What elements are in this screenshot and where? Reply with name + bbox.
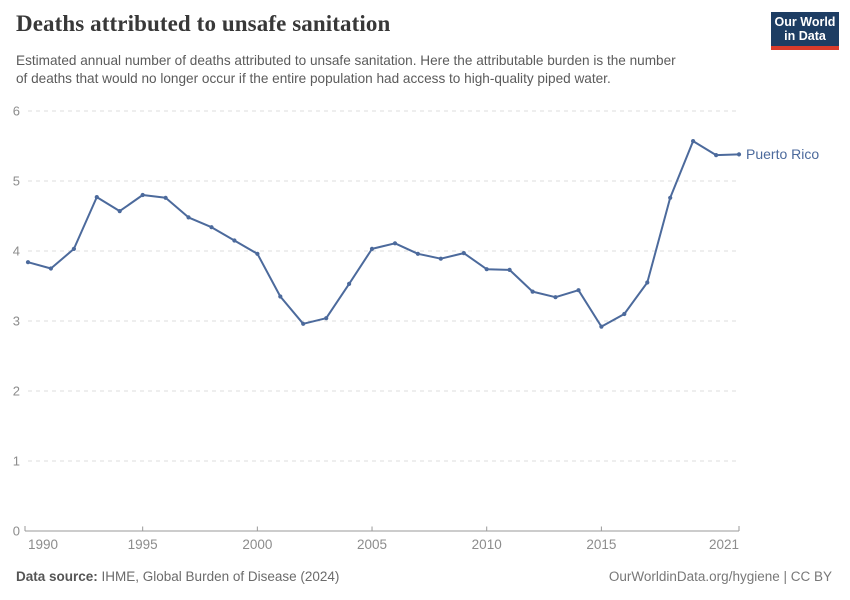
data-point-2012: [530, 289, 535, 294]
data-point-1995: [140, 192, 145, 198]
series-label-puerto-rico: Puerto Rico: [746, 146, 819, 162]
data-source-value: IHME, Global Burden of Disease (2024): [97, 569, 340, 584]
y-tick-label-4: 4: [13, 244, 20, 259]
owid-logo[interactable]: Our World in Data: [771, 12, 839, 50]
chart-title: Deaths attributed to unsafe sanitation: [16, 11, 391, 36]
series-line-puerto-rico: [27, 140, 740, 328]
data-point-2016: [622, 311, 627, 317]
data-point-2000: [255, 251, 260, 256]
data-point-2010: [484, 267, 489, 272]
x-tick-label-2000: 2000: [242, 537, 272, 552]
y-tick-label-0: 0: [13, 524, 20, 539]
y-tick-label-2: 2: [13, 384, 20, 399]
chart-subtitle-line-2: of deaths that would no longer occur if …: [16, 71, 611, 86]
data-point-2003: [324, 316, 329, 321]
chart-footer: Data source: IHME, Global Burden of Dise…: [16, 569, 832, 584]
y-tick-label-1: 1: [13, 454, 20, 469]
data-point-2004: [347, 281, 352, 286]
data-point-1991: [48, 266, 54, 271]
owid-logo-line-2: in Data: [784, 29, 826, 43]
data-point-1993: [94, 195, 99, 200]
data-point-1996: [163, 195, 168, 200]
x-tick-label-2015: 2015: [586, 537, 616, 552]
data-point-2011: [507, 267, 512, 272]
data-point-2013: [553, 295, 558, 300]
data-point-2007: [415, 251, 420, 256]
data-point-2021: [736, 152, 742, 157]
x-tick-label-1990: 1990: [28, 537, 58, 552]
data-source: Data source: IHME, Global Burden of Dise…: [16, 569, 339, 584]
y-tick-label-6: 6: [13, 104, 20, 119]
data-point-1999: [232, 238, 237, 243]
data-point-1994: [117, 209, 122, 214]
owid-logo-line-1: Our World: [774, 14, 836, 29]
x-tick-label-2005: 2005: [357, 537, 387, 552]
data-point-2018: [668, 195, 673, 200]
data-point-1997: [186, 215, 191, 220]
y-tick-label-5: 5: [13, 174, 20, 189]
data-point-2015: [599, 324, 604, 329]
data-point-2001: [278, 294, 283, 299]
chart-subtitle-line-1: Estimated annual number of deaths attrib…: [16, 53, 676, 68]
y-tick-label-3: 3: [13, 314, 20, 329]
data-point-1992: [71, 246, 76, 251]
data-point-2008: [438, 256, 443, 261]
line-chart[interactable]: 0 1 2 3 4 5 6 1990 1995 2000 2005 2010 2015 2021 Puert…: [0, 95, 850, 560]
data-point-2006: [392, 241, 398, 246]
data-point-1990: [25, 260, 31, 265]
x-tick-label-2021: 2021: [709, 537, 739, 552]
data-source-label: Data source:: [16, 569, 98, 584]
data-point-2019: [691, 139, 696, 144]
data-point-2009: [461, 251, 466, 256]
data-point-2005: [369, 246, 375, 251]
x-tick-label-1995: 1995: [128, 537, 158, 552]
x-tick-label-2010: 2010: [472, 537, 502, 552]
data-point-2017: [645, 280, 650, 285]
data-point-2020: [714, 153, 719, 158]
data-point-2002: [301, 321, 306, 326]
credit-link[interactable]: OurWorldinData.org/hygiene | CC BY: [608, 569, 832, 584]
data-point-2014: [576, 288, 581, 293]
data-point-1998: [209, 225, 214, 230]
chart-subtitle: Estimated annual number of deaths attrib…: [16, 52, 761, 88]
